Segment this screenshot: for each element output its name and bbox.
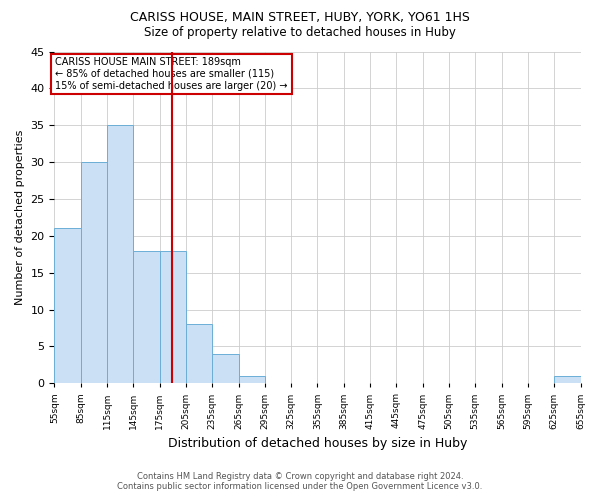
Bar: [107, 125, 133, 384]
Text: CARISS HOUSE, MAIN STREET, HUBY, YORK, YO61 1HS: CARISS HOUSE, MAIN STREET, HUBY, YORK, Y…: [130, 11, 470, 24]
Bar: [55, 228, 81, 384]
Text: Contains HM Land Registry data © Crown copyright and database right 2024.
Contai: Contains HM Land Registry data © Crown c…: [118, 472, 482, 491]
Bar: [554, 376, 581, 384]
Bar: [133, 250, 160, 384]
Bar: [160, 250, 186, 384]
Y-axis label: Number of detached properties: Number of detached properties: [15, 130, 25, 305]
Text: Size of property relative to detached houses in Huby: Size of property relative to detached ho…: [144, 26, 456, 39]
X-axis label: Distribution of detached houses by size in Huby: Distribution of detached houses by size …: [168, 437, 467, 450]
Bar: [81, 162, 107, 384]
Bar: [212, 354, 239, 384]
Bar: [239, 376, 265, 384]
Bar: [186, 324, 212, 384]
Text: CARISS HOUSE MAIN STREET: 189sqm
← 85% of detached houses are smaller (115)
15% : CARISS HOUSE MAIN STREET: 189sqm ← 85% o…: [55, 58, 288, 90]
